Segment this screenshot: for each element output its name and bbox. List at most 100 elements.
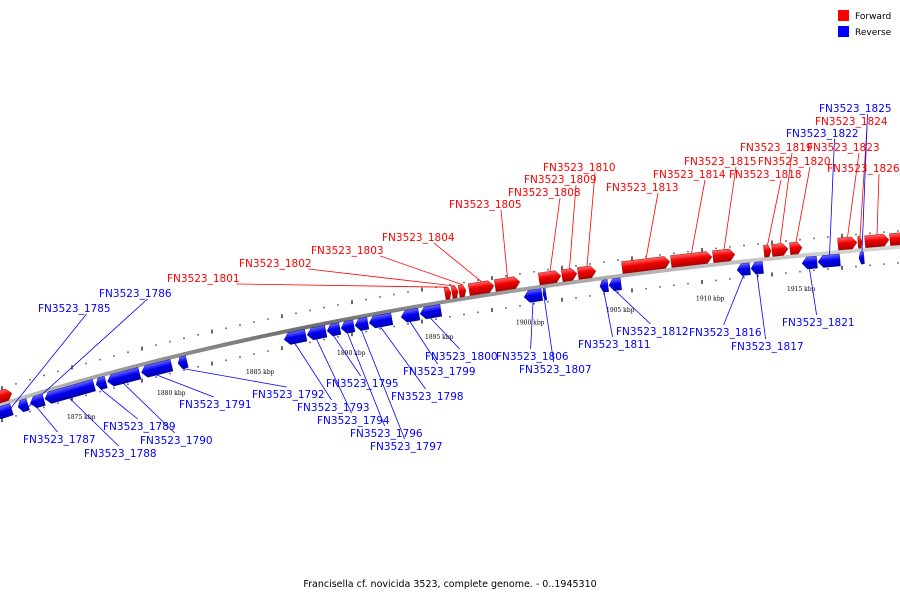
gene-arrow-fn3523-1810[interactable] (577, 265, 597, 280)
scale-label: 1900 kbp (516, 319, 545, 326)
gene-arrow-fn3523-1814[interactable] (670, 251, 713, 268)
gene-arrow-fn3523-1811[interactable] (599, 279, 609, 293)
gene-arrow-fn3523-1809[interactable] (561, 268, 578, 282)
gene-arrow-fn3523-1799[interactable] (400, 307, 421, 323)
gene-arrow-fn3523-1816[interactable] (736, 262, 751, 276)
leader-line (182, 368, 287, 388)
gene-label-fn3523-1821: FN3523_1821 (782, 317, 855, 329)
gene-label-fn3523-1803: FN3523_1803 (311, 245, 384, 257)
gene-label-fn3523-1810: FN3523_1810 (543, 162, 616, 174)
gene-features (0, 232, 900, 420)
gene-label-fn3523-1797: FN3523_1797 (370, 441, 443, 453)
gene-arrow-fn3523-1796[interactable] (340, 319, 356, 334)
leader-line (756, 273, 766, 340)
leader-line (308, 268, 456, 287)
gene-arrow-fn3523-1808[interactable] (538, 270, 562, 286)
leader-line (69, 397, 119, 447)
gene-arrow-fn3523-1789[interactable] (95, 376, 108, 390)
gene-label-fn3523-1788: FN3523_1788 (84, 448, 157, 460)
gene-arrow-fn3523-1825[interactable] (858, 251, 865, 265)
gene-label-fn3523-1815: FN3523_1815 (684, 156, 757, 168)
gene-arrow-fn3523-1793[interactable] (283, 329, 308, 345)
leader-line (409, 321, 438, 365)
gene-label-fn3523-1819: FN3523_1819 (740, 142, 813, 154)
gene-arrow-fn3523-1804[interactable] (467, 280, 495, 296)
gene-label-fn3523-1796: FN3523_1796 (350, 428, 423, 440)
gene-arrow-fn3523-1794[interactable] (306, 325, 328, 341)
gene-arrow-fn3523-1806[interactable] (523, 288, 544, 303)
gene-arrow-fn3523-1800[interactable] (419, 304, 443, 320)
gene-label-fn3523-1809: FN3523_1809 (524, 174, 597, 186)
leader-line (861, 113, 868, 265)
gene-arrow-fn3523-1803[interactable] (457, 284, 467, 298)
gene-arrow-fn3523-1795[interactable] (326, 322, 342, 337)
scale-label: 1875 kbp (67, 414, 96, 421)
gene-labels: FN3523_1785 FN3523_1786 FN3523_1787 FN3523_… (23, 103, 900, 460)
gene-label-fn3523-1798: FN3523_1798 (391, 391, 464, 403)
leader-line (645, 192, 659, 259)
leader-line (586, 172, 596, 267)
gene-label-fn3523-1792: FN3523_1792 (252, 389, 325, 401)
gene-label-fn3523-1793: FN3523_1793 (297, 402, 370, 414)
gene-arrow-fn3523-1824[interactable] (857, 235, 863, 249)
gene-label-fn3523-1806: FN3523_1806 (496, 351, 569, 363)
leader-line (544, 300, 554, 363)
leader-line (2, 313, 87, 419)
gene-arrow-fn3523-1817[interactable] (750, 261, 764, 275)
gene-arrow-fn3523-1822[interactable] (817, 253, 841, 268)
scale-label: 1895 kbp (425, 334, 454, 341)
gene-arrow-fn3523-1812[interactable] (608, 277, 622, 291)
leader-line (380, 255, 463, 286)
gene-label-fn3523-1825: FN3523_1825 (819, 103, 892, 115)
gene-arrow-fn3523-1821[interactable] (801, 255, 818, 270)
gene-label-fn3523-1790: FN3523_1790 (140, 435, 213, 447)
scale-label: 1885 kbp (246, 369, 275, 376)
scale-label: 1880 kbp (157, 390, 186, 397)
genome-axis (0, 244, 900, 407)
gene-arrow-fn3523-1826[interactable] (864, 233, 890, 248)
gene-arrow[interactable] (889, 232, 900, 246)
gene-label-fn3523-1786: FN3523_1786 (99, 288, 172, 300)
gene-arrow-fn3523-1805[interactable] (494, 276, 521, 292)
gene-arrow-fn3523-1797[interactable] (354, 317, 370, 331)
leader-line (156, 374, 214, 398)
genome-caption: Francisella cf. novicida 3523, complete … (303, 579, 596, 590)
gene-arrow-fn3523-1820[interactable] (789, 241, 803, 255)
gene-arrow-fn3523-1815[interactable] (712, 248, 736, 263)
leader-line (500, 209, 508, 278)
leader-line (361, 330, 405, 440)
gene-arrow-fn3523-1798[interactable] (368, 312, 394, 329)
gene-label-fn3523-1811: FN3523_1811 (578, 339, 651, 351)
gene-label-fn3523-1804: FN3523_1804 (382, 232, 455, 244)
gene-arrow-fn3523-1791[interactable] (140, 359, 174, 378)
leader-line (723, 275, 744, 326)
legend-label-forward: Forward (855, 12, 891, 22)
leader-line (294, 343, 332, 401)
gene-arrow-fn3523-1785[interactable] (0, 403, 14, 420)
gene-arrow-fn3523-1807[interactable] (542, 287, 548, 301)
gene-arrow-fn3523-1813[interactable] (621, 256, 671, 274)
scale-label: 1890 kbp (337, 350, 366, 357)
leader-line (767, 179, 782, 245)
gene-arrow-fn3523-1819[interactable] (771, 243, 789, 257)
gene-label-fn3523-1807: FN3523_1807 (519, 364, 592, 376)
gene-arrow-fn3523-1792[interactable] (177, 355, 189, 370)
gene-arrow-fn3523-1823[interactable] (837, 236, 858, 251)
gene-arrow-fn3523-1787[interactable] (29, 393, 46, 409)
gene-arrow-fn3523-1788[interactable] (43, 379, 96, 404)
gene-label-fn3523-1812: FN3523_1812 (616, 326, 689, 338)
gene-arrow-fn3523-1786[interactable] (16, 398, 30, 413)
leader-line (809, 268, 817, 316)
gene-label-fn3523-1824: FN3523_1824 (815, 116, 888, 128)
leader-line (876, 173, 880, 235)
gene-arrow-fn3523-1802[interactable] (450, 285, 459, 299)
gene-arrow-fn3523-1818[interactable] (763, 244, 772, 258)
gene-label-fn3523-1785: FN3523_1785 (38, 303, 111, 315)
leader-line (236, 283, 449, 288)
gene-label-fn3523-1820: FN3523_1820 (758, 156, 831, 168)
gene-arrow[interactable] (0, 387, 13, 404)
gene-arrow-fn3523-1801[interactable] (443, 286, 452, 300)
gene-label-fn3523-1805: FN3523_1805 (449, 199, 522, 211)
leader-line (333, 335, 361, 377)
gene-arrow-fn3523-1790[interactable] (106, 367, 142, 387)
